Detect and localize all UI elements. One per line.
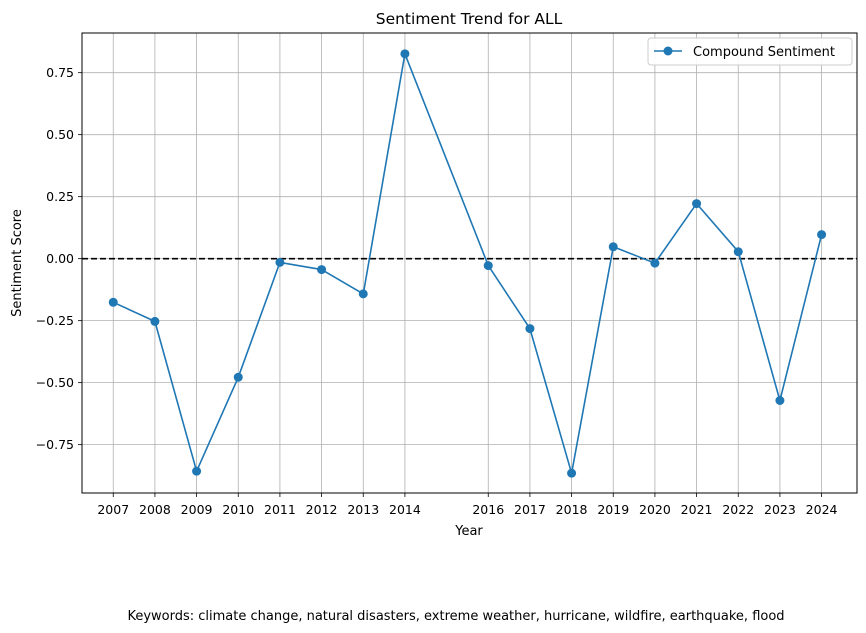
x-tick-label: 2013 bbox=[347, 502, 379, 517]
y-tick-label: −0.25 bbox=[36, 313, 74, 328]
x-tick-label: 2024 bbox=[806, 502, 838, 517]
y-tick-label: −0.50 bbox=[36, 375, 74, 390]
data-point-2008 bbox=[150, 316, 160, 326]
y-tick-label: 0.50 bbox=[46, 127, 74, 142]
x-tick-label: 2016 bbox=[472, 502, 504, 517]
x-tick-label: 2023 bbox=[764, 502, 796, 517]
x-tick-label: 2007 bbox=[97, 502, 129, 517]
y-tick-label: 0.75 bbox=[46, 65, 74, 80]
data-point-2007 bbox=[108, 297, 118, 307]
y-axis-ticks: −0.75 −0.50 −0.25 0.00 0.25 0.50 0.75 bbox=[36, 65, 82, 452]
data-point-2019 bbox=[608, 242, 618, 252]
x-tick-label: 2020 bbox=[639, 502, 671, 517]
data-point-2018 bbox=[567, 468, 577, 478]
x-tick-label: 2008 bbox=[139, 502, 171, 517]
x-tick-label: 2012 bbox=[306, 502, 338, 517]
y-tick-label: −0.75 bbox=[36, 437, 74, 452]
data-point-2024 bbox=[817, 230, 827, 240]
x-tick-label: 2010 bbox=[222, 502, 254, 517]
keywords-caption: Keywords: climate change, natural disast… bbox=[127, 609, 784, 624]
data-point-2016 bbox=[483, 261, 493, 271]
data-point-2022 bbox=[733, 247, 743, 257]
series-line-compound-sentiment bbox=[112, 52, 823, 475]
data-point-2023 bbox=[775, 396, 785, 406]
x-tick-label: 2018 bbox=[556, 502, 588, 517]
chart-title: Sentiment Trend for ALL bbox=[376, 10, 563, 28]
x-tick-label: 2009 bbox=[181, 502, 213, 517]
x-tick-label: 2021 bbox=[681, 502, 713, 517]
x-tick-label: 2011 bbox=[264, 502, 296, 517]
x-axis-ticks: 2007 2008 2009 2010 2011 2012 2013 2014 2016 2017… bbox=[97, 493, 838, 517]
data-point-2011 bbox=[275, 257, 285, 267]
data-point-2013 bbox=[358, 289, 368, 299]
legend-box bbox=[647, 37, 853, 66]
data-point-2021 bbox=[692, 199, 702, 209]
x-tick-label: 2014 bbox=[389, 502, 421, 517]
x-tick-label: 2019 bbox=[597, 502, 629, 517]
plot-frame bbox=[81, 32, 858, 494]
legend-marker-swatch bbox=[663, 46, 673, 56]
data-point-2009 bbox=[192, 466, 202, 476]
data-point-2020 bbox=[650, 258, 660, 268]
y-axis-label: Sentiment Score bbox=[10, 209, 25, 317]
data-point-2010 bbox=[233, 372, 243, 382]
y-tick-label: 0.00 bbox=[46, 251, 74, 266]
x-tick-label: 2022 bbox=[722, 502, 754, 517]
x-axis-label: Year bbox=[454, 524, 483, 539]
x-tick-label: 2017 bbox=[514, 502, 546, 517]
data-point-2014 bbox=[400, 49, 410, 59]
data-point-2017 bbox=[525, 324, 535, 334]
data-point-2012 bbox=[317, 265, 327, 275]
y-tick-label: 0.25 bbox=[46, 189, 74, 204]
legend: Compound Sentiment bbox=[647, 37, 853, 66]
series-group bbox=[108, 49, 827, 478]
legend-label-compound-sentiment: Compound Sentiment bbox=[693, 45, 835, 60]
